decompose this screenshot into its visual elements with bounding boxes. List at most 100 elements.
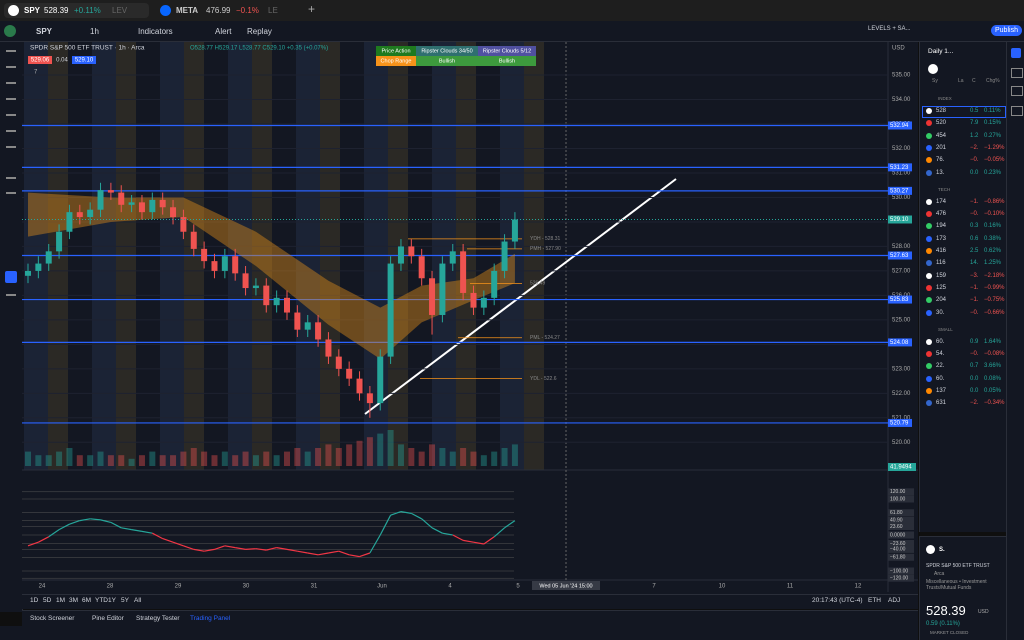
osc-segment bbox=[307, 552, 319, 556]
tool-icon[interactable] bbox=[6, 98, 16, 100]
volume-bar bbox=[460, 448, 467, 466]
range-bar: 20:17:43 (UTC-4) ETH ADJ 1D 5D 1M 3M 6M YTD 1Y… bbox=[22, 594, 918, 609]
indicators-button[interactable]: Indicators bbox=[138, 27, 173, 36]
symbol-logo bbox=[926, 545, 935, 554]
osc-tick-label: −61.80 bbox=[890, 555, 906, 561]
tool-icon[interactable] bbox=[6, 114, 16, 116]
osc-segment bbox=[266, 547, 277, 551]
volume-bar bbox=[45, 455, 52, 466]
alert-button[interactable]: Alert bbox=[215, 27, 232, 36]
range-button[interactable]: 3M bbox=[69, 597, 79, 604]
candle-body bbox=[439, 263, 446, 315]
change-percent: −2.18% bbox=[984, 272, 1005, 279]
volume-bar bbox=[418, 451, 425, 466]
new-tab[interactable]: + bbox=[308, 2, 316, 16]
eth-toggle[interactable]: ETH bbox=[868, 597, 881, 604]
candle-body bbox=[180, 217, 187, 232]
level-label-box bbox=[888, 338, 912, 347]
sidebar-icon[interactable] bbox=[1011, 106, 1023, 116]
last-price: 201 bbox=[936, 144, 947, 151]
tool-icon[interactable] bbox=[6, 192, 16, 194]
tab-rest: LEV bbox=[112, 6, 128, 15]
adj-toggle[interactable]: ADJ bbox=[888, 597, 901, 604]
range-button[interactable]: 5Y bbox=[121, 597, 129, 604]
y-tick-label: 528.00 bbox=[892, 244, 911, 250]
volume-bar bbox=[211, 455, 218, 466]
tool-icon[interactable] bbox=[6, 82, 16, 84]
tool-icon[interactable] bbox=[6, 130, 16, 132]
publish-button[interactable]: Publish bbox=[991, 25, 1022, 36]
spread: 0.04 bbox=[56, 58, 68, 64]
status-cell bbox=[376, 56, 416, 66]
range-button[interactable]: YTD bbox=[95, 597, 108, 604]
range-button[interactable]: 1M bbox=[56, 597, 66, 604]
ohlc-legend: O528.77 H529.17 L528.77 C529.10 +0.35 (+… bbox=[190, 46, 328, 52]
replay-button[interactable]: Replay bbox=[247, 27, 272, 36]
change: −0. bbox=[970, 309, 979, 316]
range-button[interactable]: 6M bbox=[82, 597, 92, 604]
volume-bar bbox=[107, 455, 114, 466]
sidebar-icon[interactable] bbox=[1011, 68, 1023, 78]
osc-tick-label: −40.00 bbox=[890, 547, 906, 553]
row-highlight bbox=[922, 106, 1006, 118]
volume-bar bbox=[387, 430, 394, 466]
tab[interactable]: META 476.99 −0.1% LE bbox=[156, 3, 296, 18]
tool-icon[interactable] bbox=[6, 294, 16, 296]
volume-bar bbox=[56, 451, 63, 466]
last-price: 125 bbox=[936, 284, 947, 291]
osc-tick-label: 61.80 bbox=[890, 510, 903, 516]
range-button[interactable]: 5D bbox=[43, 597, 52, 604]
status-cell bbox=[478, 46, 536, 56]
tab[interactable]: SPY 528.39 +0.11% LEV bbox=[4, 3, 149, 18]
volume-bar bbox=[128, 458, 135, 466]
candle-body bbox=[377, 356, 384, 404]
level-label: 531.23 bbox=[890, 165, 909, 171]
osc-segment bbox=[69, 520, 80, 525]
bid-box bbox=[28, 56, 52, 64]
sidebar-icon[interactable] bbox=[1011, 86, 1023, 96]
avatar[interactable] bbox=[4, 25, 16, 37]
layout-name[interactable]: LEVELS + SA... bbox=[868, 26, 911, 32]
bottom-tab[interactable]: Stock Screener bbox=[30, 615, 75, 622]
volume-bar bbox=[159, 455, 166, 466]
sidebar-icon[interactable] bbox=[1011, 48, 1021, 58]
interval[interactable]: 1h bbox=[90, 27, 99, 36]
range-button[interactable]: 1Y bbox=[108, 597, 116, 604]
change: 0.0 bbox=[970, 388, 979, 394]
change: 0.7 bbox=[970, 363, 979, 370]
y-tick-label: 527.00 bbox=[892, 268, 911, 274]
change: −2. bbox=[970, 400, 979, 407]
tool-icon-active[interactable] bbox=[5, 271, 17, 283]
volume-bar bbox=[118, 455, 125, 466]
bottom-tab[interactable]: Pine Editor bbox=[92, 615, 124, 622]
tool-icon[interactable] bbox=[6, 50, 16, 52]
watchlist-title[interactable]: Daily 1... bbox=[928, 48, 954, 55]
volume-bar bbox=[335, 448, 342, 466]
tab-change: −0.1% bbox=[236, 6, 259, 15]
tool-icon[interactable] bbox=[6, 177, 16, 179]
osc-tick-box bbox=[888, 523, 914, 531]
osc-segment bbox=[328, 550, 339, 554]
indicator-count[interactable]: 7 bbox=[34, 70, 38, 76]
chart-background bbox=[22, 42, 918, 594]
change-percent: −0.75% bbox=[984, 297, 1005, 304]
change-percent: −0.86% bbox=[984, 198, 1005, 205]
osc-segment bbox=[121, 527, 132, 531]
details-category: Miscellaneous • Investment Trusts/Mutual… bbox=[926, 579, 987, 591]
candle-body bbox=[460, 251, 467, 293]
y-tick-label: 535.00 bbox=[892, 73, 911, 79]
volume-bar bbox=[66, 448, 73, 466]
status-cell bbox=[416, 56, 478, 66]
range-button[interactable]: 1D bbox=[30, 597, 39, 604]
range-button[interactable]: All bbox=[134, 597, 142, 604]
change-percent: −0.10% bbox=[984, 211, 1005, 218]
tool-icon[interactable] bbox=[6, 66, 16, 68]
trend-line-drawing[interactable] bbox=[364, 178, 677, 415]
symbol-logo bbox=[926, 248, 932, 254]
symbol-search[interactable]: SPY bbox=[36, 27, 53, 36]
tool-icon[interactable] bbox=[6, 146, 16, 148]
change-percent: −0.08% bbox=[984, 351, 1005, 358]
bottom-tab[interactable]: Strategy Tester bbox=[136, 615, 180, 622]
details-change: 0.59 (0.11%) bbox=[926, 621, 960, 627]
bottom-tab[interactable]: Trading Panel bbox=[190, 615, 231, 622]
